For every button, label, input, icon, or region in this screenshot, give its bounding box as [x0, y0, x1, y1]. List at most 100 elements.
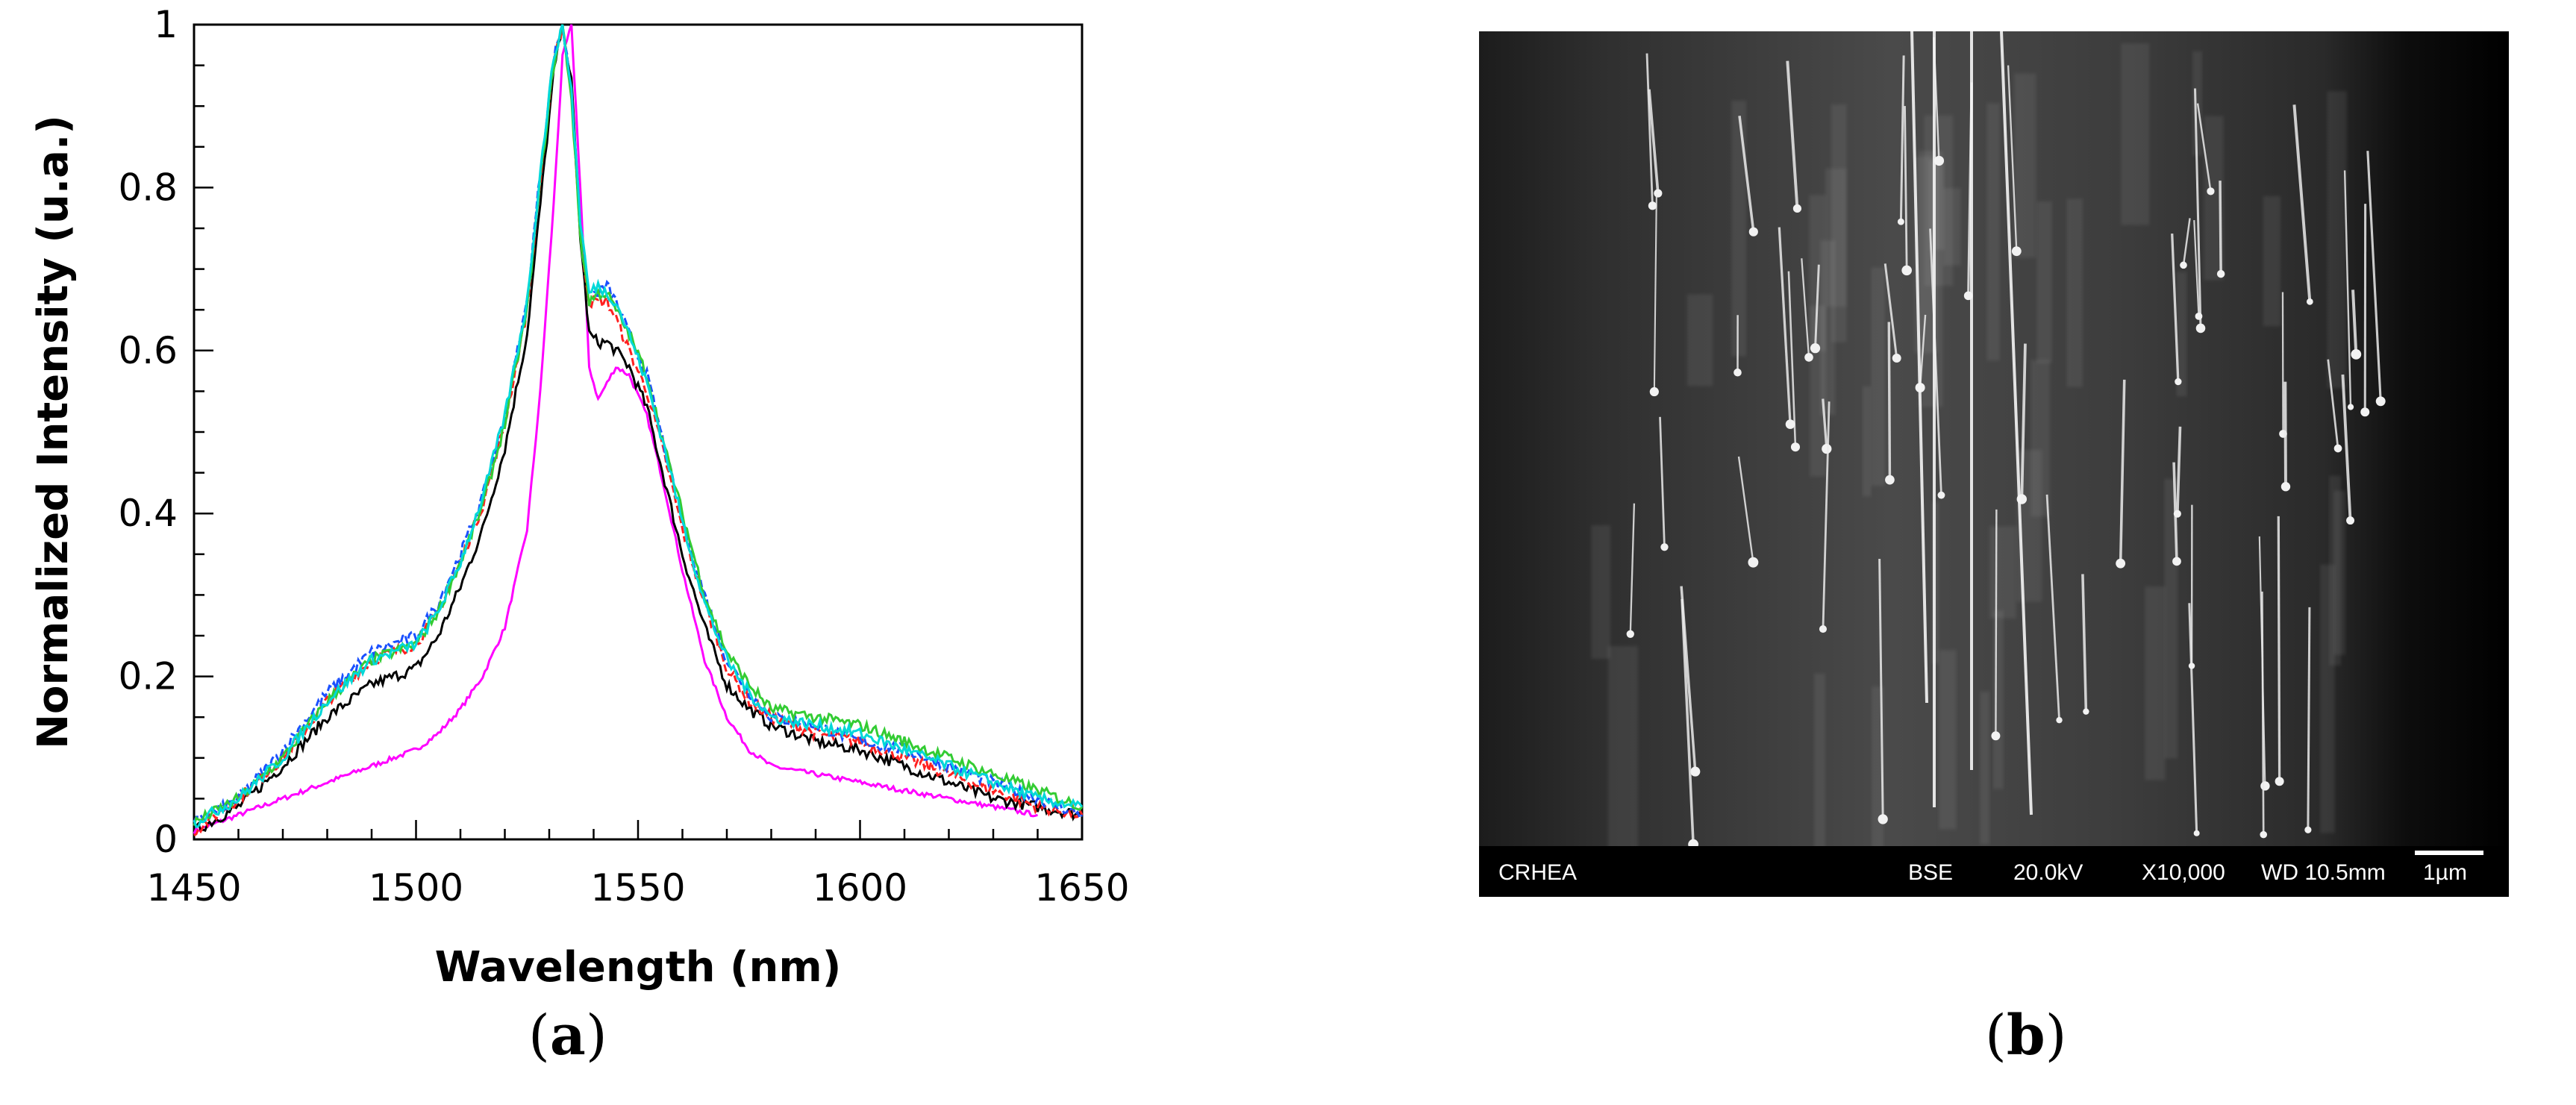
nanowire-tip — [2304, 827, 2311, 833]
nanowire-tip — [2307, 298, 2313, 305]
haze-band — [1989, 526, 2016, 618]
nanowire-tip — [2346, 516, 2354, 525]
x-axis-label: Wavelength (nm) — [435, 943, 842, 992]
haze-band — [1731, 101, 1746, 356]
nanowire-tip — [2376, 396, 2386, 406]
haze-band — [1993, 610, 2004, 789]
nanowire — [2262, 592, 2263, 835]
nanowire-tip — [2195, 313, 2203, 320]
x-tick-label: 1600 — [813, 866, 907, 910]
nanowire-tip — [1938, 492, 1945, 499]
panel-label-a-close: ) — [586, 1004, 607, 1068]
nanowire-tip — [1690, 767, 1700, 777]
x-tick-label: 1650 — [1034, 866, 1129, 910]
y-tick-label: 0.2 — [118, 655, 178, 698]
x-tick-label: 1450 — [146, 866, 241, 910]
nanowire-tip — [1734, 369, 1742, 377]
nanowire — [1995, 510, 1996, 736]
haze-band — [1986, 103, 2000, 360]
sem-working-distance: WD 10.5mm — [2261, 860, 2386, 885]
nanowire-tip — [1991, 731, 2000, 740]
panel-label-b-open: ( — [1985, 1004, 2007, 1068]
nanowire-tip — [2351, 349, 2361, 360]
haze-band — [1863, 386, 1872, 496]
nanowire-tip — [2056, 717, 2062, 723]
nanowire-tip — [2175, 378, 2181, 385]
y-tick-label: 0 — [154, 818, 178, 861]
nanowire-tip — [1648, 201, 1657, 210]
sem-micrograph: CRHEA BSE 20.0kV X10,000 WD 10.5mm 1µm — [1479, 31, 2509, 897]
sem-image-panel: CRHEA BSE 20.0kV X10,000 WD 10.5mm 1µm — [1479, 31, 2509, 897]
nanowire-tip — [2360, 407, 2369, 416]
nanowire-tip — [2194, 830, 2200, 836]
y-tick-label: 0.8 — [118, 166, 178, 209]
nanowire-tip — [1627, 630, 1634, 638]
haze-band — [1939, 650, 1956, 829]
haze-band — [2037, 201, 2052, 363]
haze-band — [1831, 104, 1847, 342]
haze-band — [2121, 43, 2149, 225]
nanowire-tip — [1819, 625, 1827, 633]
y-axis-label: Normalized Intensity (u.a.) — [29, 115, 78, 749]
sem-lab-name: CRHEA — [1498, 860, 1577, 885]
nanowire-tip — [2196, 324, 2206, 334]
panel-label-b-close: ) — [2045, 1004, 2067, 1068]
haze-band — [1687, 295, 1713, 386]
panel-label-a: (a) — [528, 1004, 607, 1068]
nanowire-tip — [2172, 557, 2181, 566]
nanowire-tip — [2083, 708, 2089, 714]
x-tick-label: 1500 — [369, 866, 463, 910]
x-tick-label: 1550 — [590, 866, 685, 910]
haze-band — [2145, 586, 2166, 780]
sem-scale-bar — [2415, 851, 2483, 855]
nanowire-tip — [1804, 353, 1813, 362]
nanowire-tip — [2334, 445, 2342, 453]
haze-band — [2031, 360, 2050, 516]
nanowire-tip — [1822, 444, 1831, 454]
nanowire-tip — [2260, 831, 2267, 839]
nanowire-tip — [1748, 557, 1758, 568]
nanowire-tip — [1892, 354, 1901, 363]
nanowire-tip — [2174, 510, 2181, 518]
nanowire-tip — [1791, 442, 1800, 451]
panel-label-a-letter: a — [550, 1004, 586, 1068]
haze-band — [2328, 91, 2347, 388]
sem-scale-label: 1µm — [2423, 860, 2467, 885]
nanowire — [2308, 607, 2310, 830]
nanowire-tip — [1654, 189, 1662, 197]
nanowire-tip — [1749, 228, 1758, 237]
sem-detector: BSE — [1908, 860, 1953, 885]
nanowire-tip — [1898, 219, 1904, 225]
series-line-3 — [194, 28, 1082, 836]
nanowire-tip — [1786, 419, 1795, 429]
panel-label-b-letter: b — [2007, 1004, 2045, 1068]
nanowire-tip — [2012, 246, 2022, 256]
nanowire-tip — [1660, 543, 1668, 551]
haze-band — [2066, 198, 2082, 386]
series-line-2 — [194, 25, 1082, 830]
nanowire — [2278, 516, 2279, 781]
nanowire-tip — [2348, 404, 2354, 410]
nanowire-tip — [2207, 187, 2214, 195]
nanowire-tip — [1878, 814, 1888, 824]
haze-band — [2263, 196, 2281, 326]
haze-band — [2014, 74, 2036, 258]
nanowire-tip — [1793, 204, 1801, 213]
nanowire-tip — [1810, 343, 1820, 353]
panel-label-a-open: ( — [528, 1004, 550, 1068]
panel-label-b: (b) — [1985, 1004, 2067, 1068]
nanowire-tip — [2260, 781, 2269, 790]
nanowire — [2285, 382, 2286, 487]
series-group — [194, 25, 1082, 836]
nanowire-tip — [1650, 387, 1659, 396]
nanowire-tip — [2275, 777, 2284, 786]
nanowire-tip — [1901, 266, 1912, 276]
axis-ticks — [194, 25, 1082, 839]
y-tick-label: 1 — [154, 3, 178, 46]
nanowire-tip — [2116, 559, 2125, 569]
haze-band — [2329, 476, 2341, 666]
nanowire-tip — [2189, 663, 2195, 669]
haze-band — [1872, 268, 1885, 486]
